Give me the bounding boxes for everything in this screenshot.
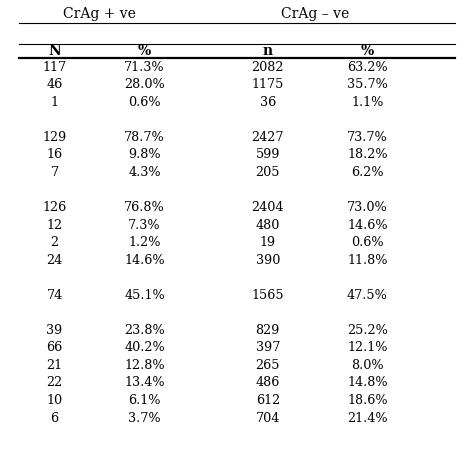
Text: %: % [361, 44, 374, 58]
Text: 4.3%: 4.3% [128, 166, 161, 179]
Text: 25.2%: 25.2% [347, 324, 388, 337]
Text: 21: 21 [46, 359, 63, 372]
Text: 6.1%: 6.1% [128, 394, 161, 407]
Text: 397: 397 [255, 341, 280, 355]
Text: 6: 6 [50, 411, 59, 425]
Text: 2404: 2404 [252, 201, 284, 214]
Text: 1.2%: 1.2% [128, 236, 161, 249]
Text: 10: 10 [46, 394, 63, 407]
Text: %: % [138, 44, 151, 58]
Text: 18.2%: 18.2% [347, 148, 388, 162]
Text: 63.2%: 63.2% [347, 61, 388, 74]
Text: 12.1%: 12.1% [347, 341, 388, 355]
Text: 0.6%: 0.6% [128, 96, 161, 109]
Text: 76.8%: 76.8% [124, 201, 165, 214]
Text: 12.8%: 12.8% [124, 359, 165, 372]
Text: 2082: 2082 [252, 61, 284, 74]
Text: 1.1%: 1.1% [351, 96, 383, 109]
Text: 23.8%: 23.8% [124, 324, 165, 337]
Text: 3.7%: 3.7% [128, 411, 161, 425]
Text: 46: 46 [46, 78, 63, 91]
Text: 612: 612 [255, 394, 280, 407]
Text: 28.0%: 28.0% [124, 78, 165, 91]
Text: 39: 39 [46, 324, 63, 337]
Text: 704: 704 [255, 411, 280, 425]
Text: 265: 265 [255, 359, 280, 372]
Text: n: n [263, 44, 273, 58]
Text: 1175: 1175 [252, 78, 284, 91]
Text: 13.4%: 13.4% [124, 376, 165, 390]
Text: 7: 7 [50, 166, 59, 179]
Text: 126: 126 [42, 201, 67, 214]
Text: 486: 486 [255, 376, 280, 390]
Text: 11.8%: 11.8% [347, 254, 388, 267]
Text: 2: 2 [50, 236, 59, 249]
Text: 14.6%: 14.6% [347, 219, 388, 232]
Text: 599: 599 [255, 148, 280, 162]
Text: 9.8%: 9.8% [128, 148, 161, 162]
Text: 18.6%: 18.6% [347, 394, 388, 407]
Text: 47.5%: 47.5% [347, 289, 388, 302]
Text: 71.3%: 71.3% [124, 61, 165, 74]
Text: 73.0%: 73.0% [347, 201, 388, 214]
Text: 16: 16 [46, 148, 63, 162]
Text: 117: 117 [43, 61, 66, 74]
Text: 205: 205 [255, 166, 280, 179]
Text: N: N [48, 44, 61, 58]
Text: 35.7%: 35.7% [347, 78, 388, 91]
Text: 78.7%: 78.7% [124, 131, 165, 144]
Text: 14.6%: 14.6% [124, 254, 165, 267]
Text: 14.8%: 14.8% [347, 376, 388, 390]
Text: 6.2%: 6.2% [351, 166, 383, 179]
Text: 36: 36 [260, 96, 276, 109]
Text: 12: 12 [46, 219, 63, 232]
Text: 66: 66 [46, 341, 63, 355]
Text: 1: 1 [51, 96, 58, 109]
Text: 22: 22 [46, 376, 63, 390]
Text: 8.0%: 8.0% [351, 359, 383, 372]
Text: 0.6%: 0.6% [351, 236, 383, 249]
Text: 74: 74 [46, 289, 63, 302]
Text: 829: 829 [255, 324, 280, 337]
Text: 21.4%: 21.4% [347, 411, 388, 425]
Text: 480: 480 [255, 219, 280, 232]
Text: 1565: 1565 [252, 289, 284, 302]
Text: 24: 24 [46, 254, 63, 267]
Text: 45.1%: 45.1% [124, 289, 165, 302]
Text: 73.7%: 73.7% [347, 131, 388, 144]
Text: 7.3%: 7.3% [128, 219, 161, 232]
Text: 390: 390 [255, 254, 280, 267]
Text: CrAg – ve: CrAg – ve [281, 7, 349, 21]
Text: 2427: 2427 [252, 131, 284, 144]
Text: CrAg + ve: CrAg + ve [63, 7, 136, 21]
Text: 129: 129 [42, 131, 67, 144]
Text: 40.2%: 40.2% [124, 341, 165, 355]
Text: 19: 19 [260, 236, 276, 249]
